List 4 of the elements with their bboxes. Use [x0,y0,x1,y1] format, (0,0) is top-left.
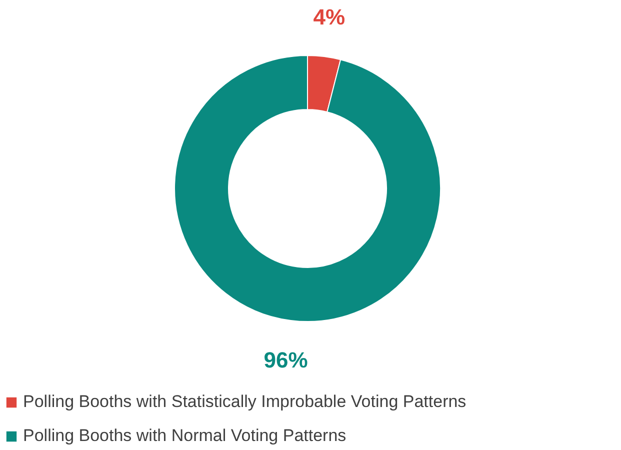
legend-label: Polling Booths with Statistically Improbable Voting Patterns [23,392,466,412]
data-label: 96% [264,348,308,373]
data-label: 4% [313,4,346,30]
legend-label: Polling Booths with Normal Voting Patterns [23,426,346,446]
